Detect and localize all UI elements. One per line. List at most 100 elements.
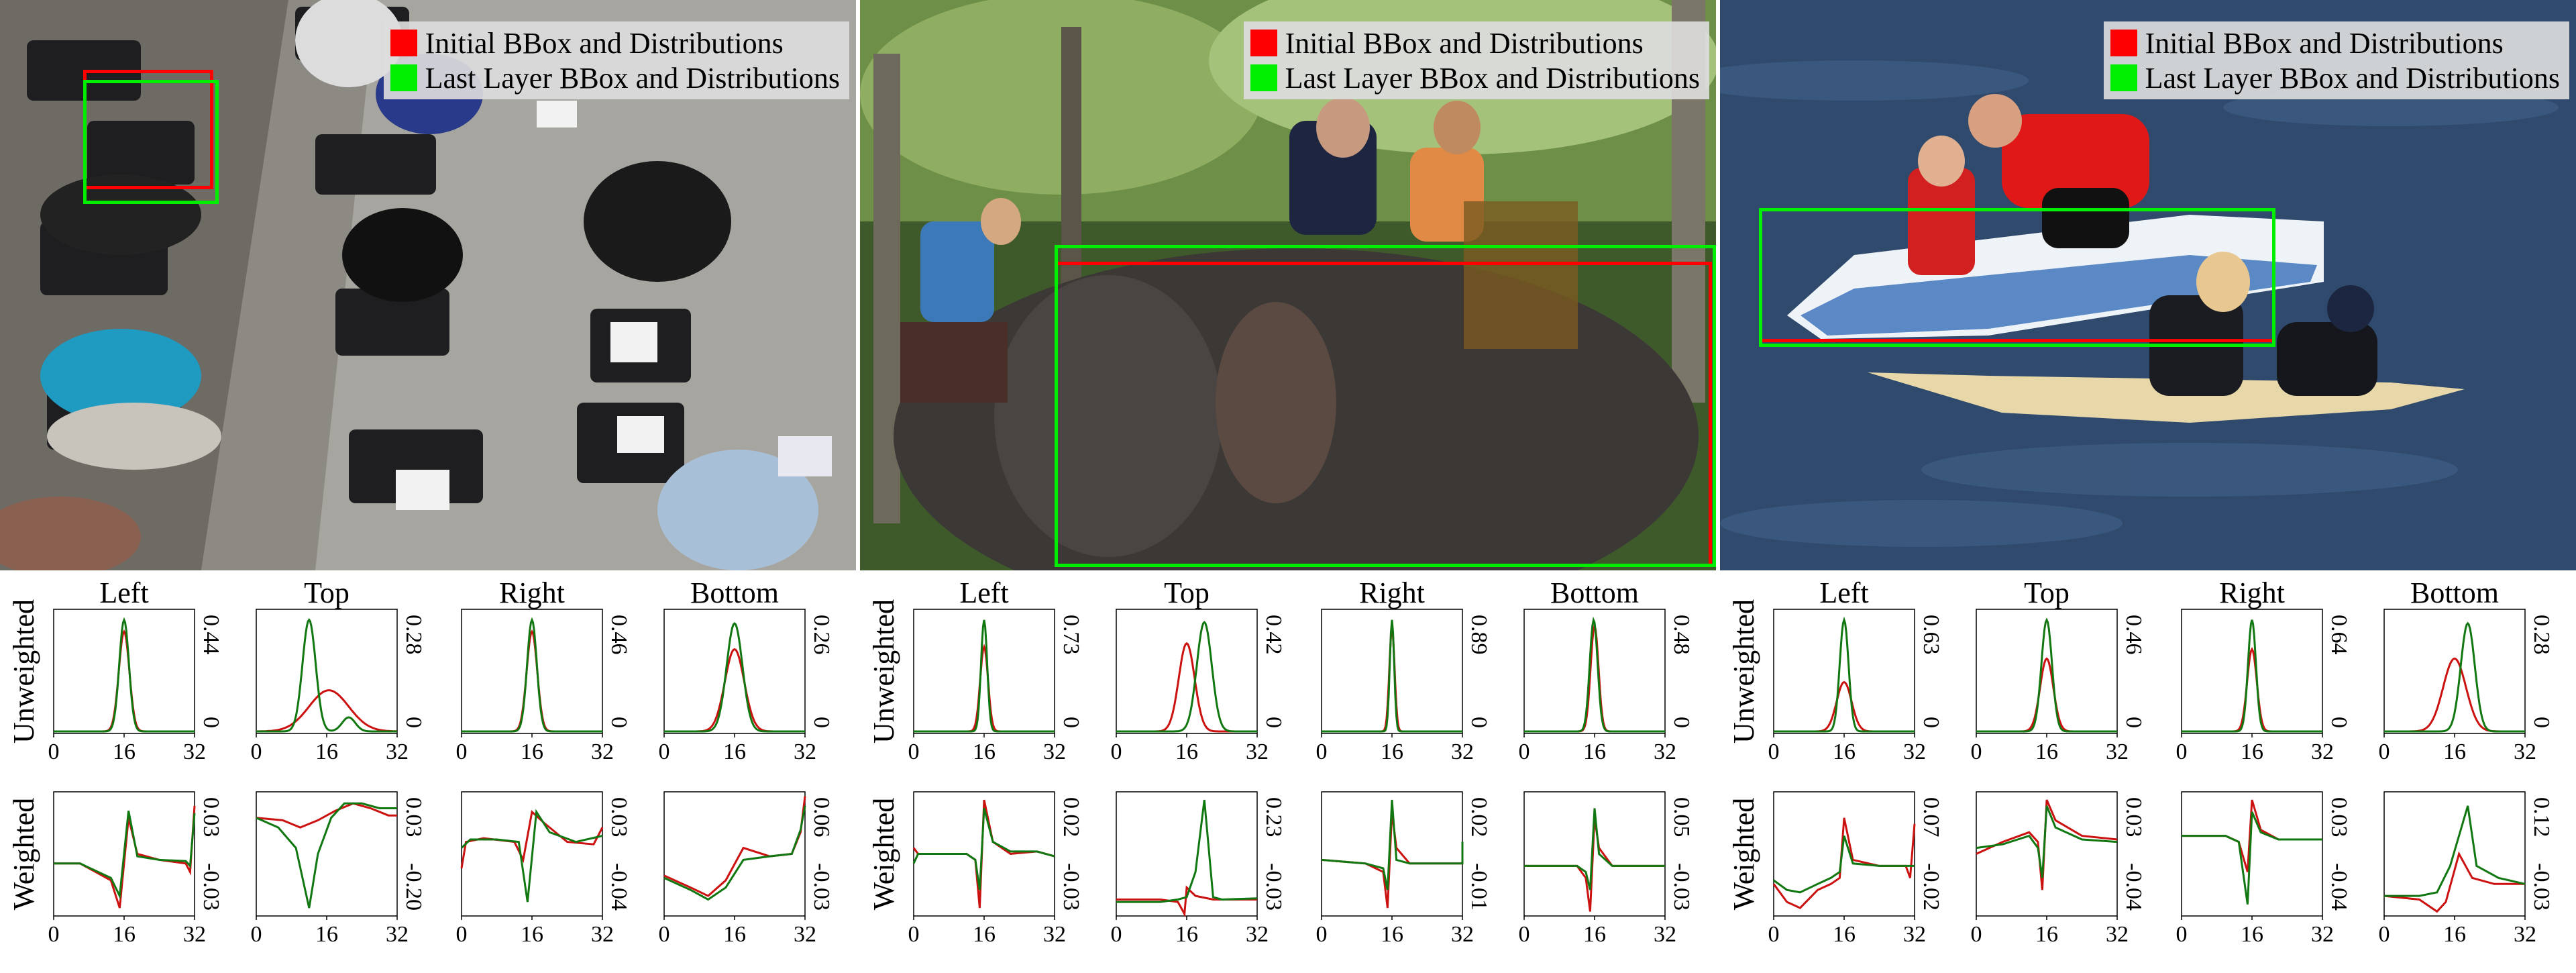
y-min-label: -0.03 [2529, 863, 2554, 911]
y-max-label: 0.46 [606, 615, 631, 655]
y-max-label: 0.03 [401, 797, 426, 837]
legend-label-last: Last Layer BBox and Distributions [2145, 61, 2560, 95]
y-max-label: 0.26 [809, 615, 834, 655]
x-tick-label: 32 [1451, 739, 1474, 764]
y-min-label: 0 [1261, 717, 1286, 728]
series-last-layer-line [2182, 811, 2322, 905]
panel-title-bottom: Bottom [1550, 576, 1639, 609]
x-tick-label: 0 [2176, 922, 2188, 947]
legend-swatch-red [1250, 30, 1277, 56]
x-tick-label: 0 [1111, 922, 1122, 947]
panel-title-bottom: Bottom [2410, 576, 2499, 609]
x-tick-label: 32 [1246, 922, 1269, 947]
y-min-label: 0 [2121, 717, 2146, 728]
x-tick-label: 16 [1833, 739, 1856, 764]
series-initial-line [1772, 817, 1916, 909]
plot-frame [1116, 609, 1258, 734]
series-last-layer-line [1524, 808, 1665, 890]
plot-frame [256, 609, 398, 734]
x-tick-label: 16 [2241, 922, 2263, 947]
series-initial-line [2182, 647, 2322, 733]
series-last-layer-line [256, 802, 397, 909]
series-initial-line [1976, 799, 2118, 890]
panel-title-top: Top [304, 576, 350, 609]
row-label-unweighted: Unweighted [867, 599, 900, 744]
legend-item-initial: Initial BBox and Distributions [1250, 25, 1700, 60]
x-tick-label: 32 [386, 739, 409, 764]
series-last-layer-line [1773, 835, 1915, 894]
x-tick-label: 16 [1175, 739, 1198, 764]
legend: Initial BBox and Distributions Last Laye… [1243, 21, 1709, 99]
panel-title-left: Left [959, 576, 1008, 609]
plot-frame [913, 609, 1055, 734]
y-min-label: 0 [2529, 717, 2554, 728]
y-max-label: 0.44 [199, 615, 223, 655]
x-tick-label: 32 [1246, 739, 1269, 764]
series-last-layer-line [256, 618, 397, 733]
x-tick-label: 32 [183, 739, 206, 764]
x-tick-label: 0 [251, 922, 262, 947]
y-max-label: 0.02 [1059, 797, 1083, 837]
series-initial-line [256, 689, 397, 733]
y-min-label: 0 [809, 717, 834, 728]
plot-frame [1976, 609, 2118, 734]
x-tick-label: 16 [315, 922, 338, 947]
legend-item-initial: Initial BBox and Distributions [390, 25, 840, 60]
panel-title-top: Top [2024, 576, 2070, 609]
y-max-label: 0.23 [1261, 797, 1286, 837]
x-tick-label: 0 [2379, 739, 2390, 764]
x-tick-label: 0 [1768, 922, 1780, 947]
legend-swatch-green [1250, 64, 1277, 91]
series-last-layer-line [664, 621, 805, 733]
last-layer-bbox [1055, 245, 1716, 567]
plot-frame [2181, 609, 2323, 734]
series-initial-line [256, 802, 397, 829]
x-tick-label: 16 [1381, 922, 1403, 947]
y-min-label: 0 [199, 717, 223, 728]
row-label-weighted: Weighted [7, 798, 40, 911]
x-tick-label: 16 [521, 922, 543, 947]
x-tick-label: 0 [456, 739, 468, 764]
panel-title-right: Right [2219, 576, 2285, 609]
x-tick-label: 16 [723, 922, 746, 947]
x-tick-label: 16 [2241, 739, 2263, 764]
x-tick-label: 0 [251, 739, 262, 764]
x-tick-label: 32 [1903, 739, 1926, 764]
plot-frame [53, 609, 195, 734]
series-last-layer-line [663, 805, 806, 901]
series-initial-line [1976, 657, 2117, 733]
y-min-label: -0.03 [1059, 863, 1083, 911]
series-last-layer-line [914, 619, 1055, 733]
series-last-layer-line [54, 810, 196, 900]
series-last-layer-line [1116, 799, 1258, 903]
plot-frame [1773, 791, 1915, 917]
x-tick-label: 16 [521, 739, 543, 764]
x-tick-label: 16 [723, 739, 746, 764]
legend-item-initial: Initial BBox and Distributions [2110, 25, 2560, 60]
series-last-layer-line [1322, 619, 1462, 733]
x-tick-label: 16 [1583, 739, 1606, 764]
y-min-label: 0 [401, 717, 426, 728]
x-tick-label: 32 [183, 922, 206, 947]
y-min-label: 0 [1669, 717, 1694, 728]
x-tick-label: 0 [1971, 922, 1982, 947]
x-tick-label: 0 [659, 739, 670, 764]
y-min-label: -0.03 [1669, 863, 1694, 911]
x-tick-label: 32 [2311, 922, 2334, 947]
x-tick-label: 16 [2443, 922, 2466, 947]
x-tick-label: 0 [2176, 739, 2188, 764]
y-min-label: -0.03 [809, 863, 834, 911]
series-initial-line [663, 796, 806, 897]
last-layer-bbox [83, 80, 219, 204]
legend-swatch-red [2110, 30, 2137, 56]
series-initial-line [1116, 642, 1257, 733]
row-label-unweighted: Unweighted [1727, 599, 1760, 744]
x-tick-label: 32 [1654, 739, 1676, 764]
series-initial-line [54, 629, 195, 733]
legend-swatch-green [2110, 64, 2137, 91]
y-min-label: 0 [1466, 717, 1491, 728]
x-tick-label: 0 [48, 739, 60, 764]
x-tick-label: 0 [1519, 922, 1530, 947]
series-initial-line [2383, 851, 2525, 913]
series-last-layer-line [1976, 617, 2117, 733]
